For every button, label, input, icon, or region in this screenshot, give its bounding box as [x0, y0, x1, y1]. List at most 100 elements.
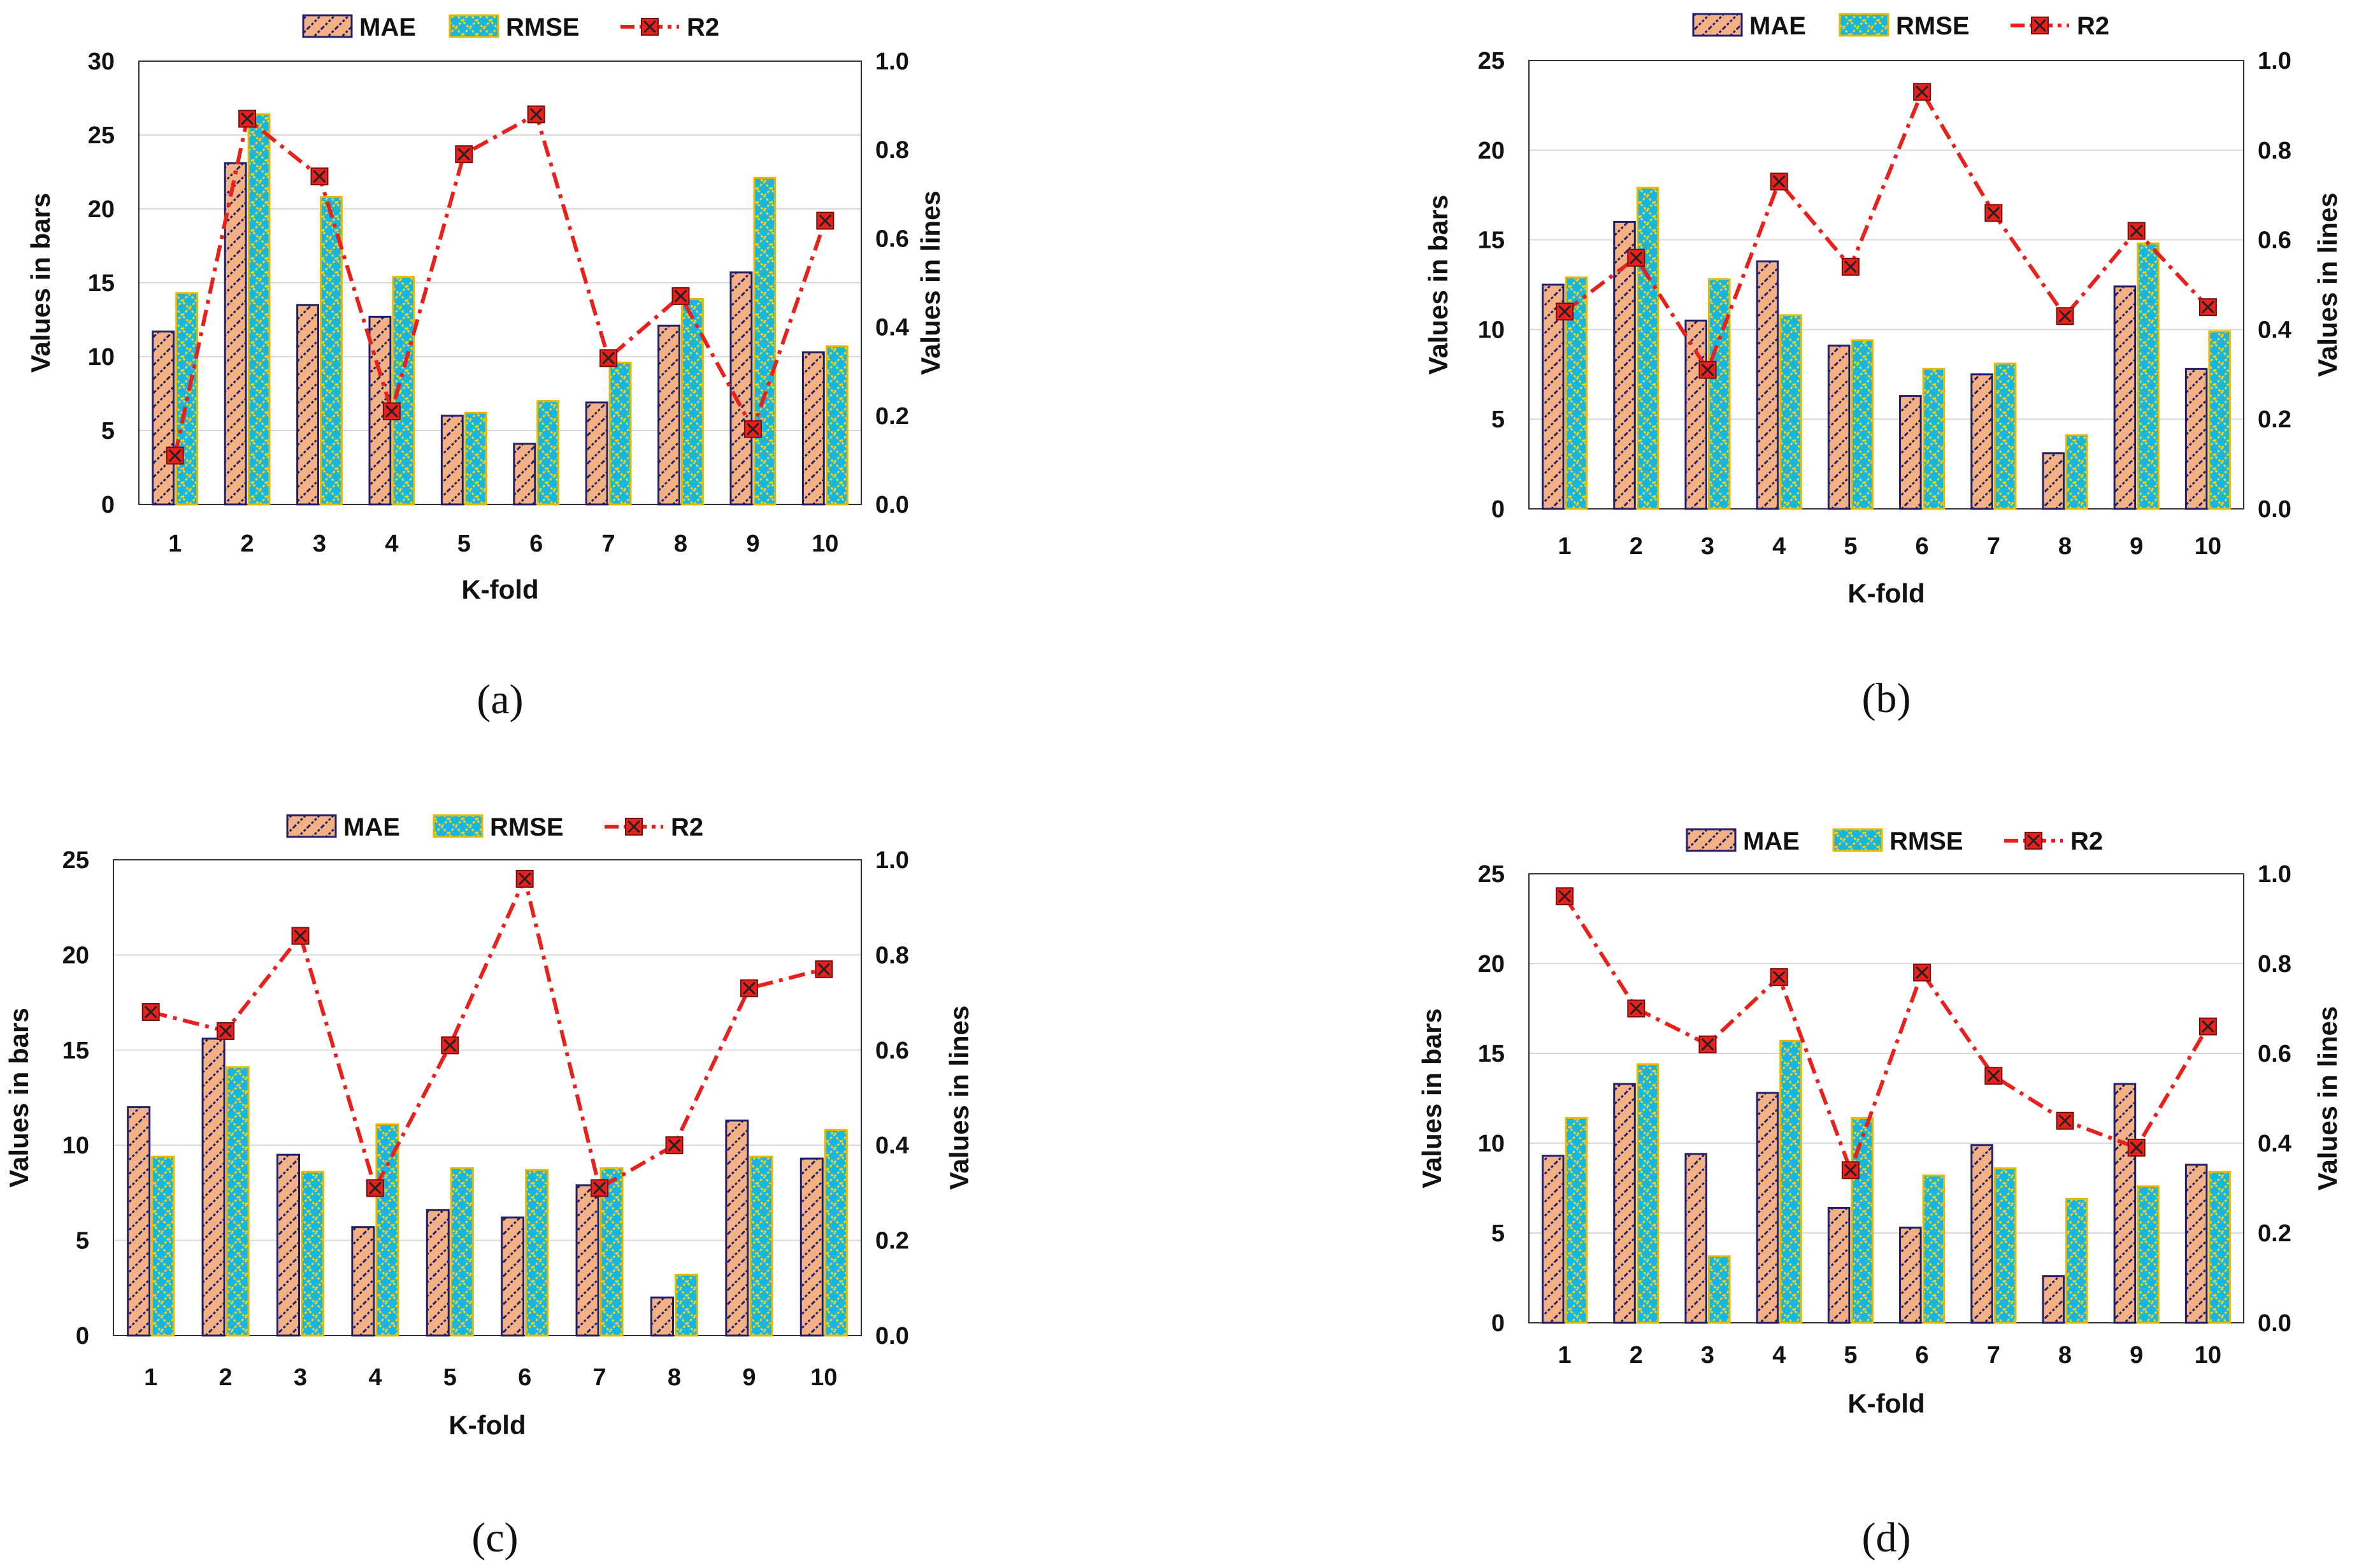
panel-c-xtick-label: 2	[219, 1364, 233, 1391]
panel-b-xtick-label: 2	[1630, 533, 1643, 560]
panel-c-r2-point-4	[366, 1179, 384, 1197]
panel-c-r2-line	[150, 873, 825, 1194]
panel-c-bar-rmse-4	[375, 1123, 399, 1337]
panel-b-xtick-label: 4	[1772, 533, 1786, 560]
panel-d-r2-point-1-cross	[1558, 890, 1572, 903]
panel-a-r2-point-8	[671, 287, 690, 305]
panel-a-bar-rmse-9	[753, 176, 777, 506]
panel-c-legend-swatch-mae	[286, 814, 337, 838]
panel-a-legend-label-rmse: RMSE	[506, 13, 580, 41]
panel-a-legend-swatch-rmse	[448, 14, 499, 38]
panel-b-ytick-label: 25	[1478, 48, 1505, 75]
panel-b-xtick-label: 7	[1987, 533, 2000, 560]
panel-a-xtick-label: 6	[529, 531, 543, 557]
panel-b-legend-swatch-rmse	[1839, 13, 1889, 37]
panel-a-bar-rmse-5	[464, 411, 487, 506]
panel-b-y2tick-label: 0.8	[2258, 138, 2291, 164]
panel-b-legend-label-mae: MAE	[1749, 12, 1806, 40]
panel-d-bar-mae-5	[1827, 1207, 1851, 1324]
panel-b-r2-point-2	[1627, 248, 1646, 267]
panel-b-plot-frame	[1528, 60, 2244, 510]
panel-d-r2-point-5-cross	[1844, 1164, 1857, 1177]
panel-b-bar-rmse-7	[1993, 362, 2017, 510]
panel-a-ytick-label: 5	[101, 418, 115, 445]
panel-a-bar-mae-6	[513, 443, 536, 506]
panel-a-xtick-label: 8	[674, 531, 687, 557]
panel-d-r2-point-8-cross	[2058, 1114, 2072, 1127]
panel-c-y2tick-label: 0.8	[875, 942, 909, 969]
panel-b-legend: MAE RMSE R2	[1692, 12, 2109, 40]
panel-b-r2-point-3-cross	[1701, 363, 1714, 376]
panel-b-bar-rmse-9	[2137, 242, 2160, 510]
panel-c-r2-point-10	[815, 960, 833, 978]
panel-b-xtick-label: 8	[2058, 533, 2072, 560]
panel-d-bar-mae-3	[1684, 1153, 1707, 1324]
panel-a-bar-mae-1	[152, 331, 175, 506]
panel-c-y2tick-label: 0.6	[875, 1037, 909, 1064]
panel-c-r2-point-8-cross	[668, 1139, 681, 1152]
panel-b-bar-mae-7	[1970, 373, 1993, 510]
panel-a-y2tick-label: 0.2	[875, 403, 909, 430]
panel-d-xtick-label: 8	[2058, 1342, 2072, 1369]
panel-c-bar-mae-7	[575, 1184, 599, 1337]
panel-b-y2tick-label: 0.0	[2258, 496, 2291, 523]
panel-a-x-axis-title: K-fold	[461, 574, 538, 604]
panel-a-xtick-label: 9	[746, 531, 759, 557]
panel-d-r2-point-9-cross	[2130, 1141, 2143, 1155]
panel-b-r2-point-7-cross	[1987, 206, 2000, 220]
panel-c-y-axis-title: Values in bars	[4, 1008, 34, 1187]
panel-c-r2-point-5	[441, 1036, 459, 1055]
panel-c-ytick-label: 5	[76, 1228, 89, 1255]
panel-c-bar-mae-4	[351, 1226, 375, 1337]
panel-c-y2tick-label: 0.2	[875, 1228, 909, 1255]
panel-a-r2-point-1-cross	[168, 449, 182, 462]
panel-c-bar-mae-8	[650, 1296, 674, 1337]
panel-c-ytick-label: 25	[62, 847, 89, 874]
panel-b-r2-point-8	[2056, 307, 2074, 325]
panel-d-r2-point-7	[1984, 1067, 2003, 1085]
panel-a-r2-point-5	[455, 145, 473, 164]
panel-d-xtick-label: 9	[2130, 1342, 2143, 1369]
panel-d-legend-swatch-rmse	[1832, 828, 1883, 852]
panel-a-y2-axis-title: Values in lines	[915, 190, 945, 374]
panel-c-r2-point-9-cross	[742, 981, 756, 995]
panel-d-bar-mae-8	[2042, 1275, 2065, 1324]
panel-d-bar-rmse-10	[2208, 1171, 2231, 1324]
panel-d-bar-rmse-9	[2137, 1185, 2160, 1324]
panel-b-bar-mae-3	[1684, 319, 1707, 510]
panel-b-label: (b)	[1862, 675, 1911, 722]
panel-a-bar-mae-9	[729, 271, 753, 506]
panel-d-legend-label-r2: R2	[2070, 827, 2103, 855]
panel-b-legend-swatch-r2-marker-cross	[2033, 18, 2047, 32]
panel-d-legend-swatch-r2-marker	[2025, 832, 2042, 850]
panel-c-r2-point-7	[591, 1179, 609, 1197]
panel-d-r2-point-2-cross	[1630, 1002, 1643, 1015]
panel-b-xtick-label: 10	[2195, 533, 2221, 560]
panel-a-bar-mae-5	[440, 415, 464, 506]
panel-c-legend-swatch-r2-marker-cross	[627, 820, 641, 834]
panel-b-y2tick-label: 0.2	[2258, 406, 2291, 433]
panel-a-r2-point-3	[310, 167, 329, 185]
panel-b-r2-point-4-cross	[1772, 175, 1786, 189]
panel-d-bar-rmse-3	[1708, 1255, 1731, 1324]
panel-a-bar-rmse-6	[536, 400, 560, 506]
panel-a-bar-mae-8	[657, 324, 681, 506]
panel-b-xtick-label: 5	[1844, 533, 1857, 560]
panel-a-r2-point-7	[599, 349, 618, 367]
panel-a-legend-swatch-mae	[302, 14, 353, 38]
panel-b-bar-rmse-2	[1636, 187, 1660, 510]
panel-d-xtick-label: 7	[1987, 1342, 2000, 1369]
panel-c-bar-mae-1	[127, 1106, 151, 1337]
panel-d-ytick-label: 0	[1491, 1310, 1505, 1337]
panel-b-r2-point-8-cross	[2058, 310, 2072, 323]
panel-a-r2-point-9-cross	[746, 422, 759, 436]
panel-a-bar-mae-7	[585, 401, 608, 506]
panel-c-ytick-label: 15	[62, 1037, 89, 1064]
panel-b-bar-rmse-8	[2065, 434, 2088, 510]
panel-c-xtick-label: 3	[294, 1364, 307, 1391]
panel-b-r2-point-3	[1698, 360, 1717, 379]
panel-c-r2-point-8	[665, 1136, 684, 1155]
panel-d-r2-point-3	[1698, 1035, 1717, 1053]
panel-b-bar-mae-10	[2184, 367, 2208, 510]
